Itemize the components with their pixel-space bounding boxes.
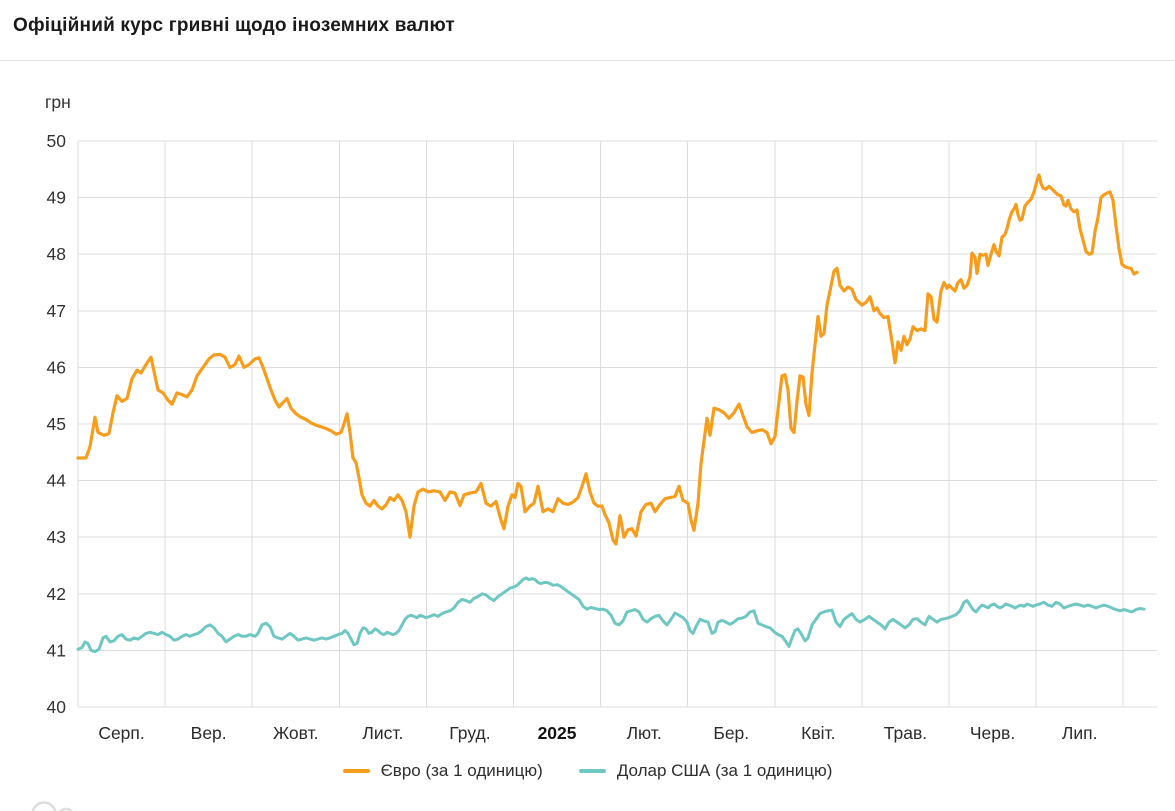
watermark-logo	[31, 801, 74, 811]
title-separator	[0, 60, 1175, 61]
svg-text:45: 45	[47, 414, 66, 434]
svg-text:47: 47	[47, 301, 66, 321]
eur-legend-label: Євро (за 1 одиницю)	[380, 761, 543, 780]
usd-legend-dash	[578, 769, 606, 773]
x-tick-10: Черв.	[970, 723, 1015, 743]
chart-legend: Євро (за 1 одиницю) Долар США (за 1 один…	[0, 761, 1175, 781]
usd-series-line[interactable]	[76, 576, 1146, 653]
x-tick-6: Лют.	[627, 723, 662, 743]
x-tick-9: Трав.	[884, 723, 927, 743]
legend-item-usd[interactable]: Долар США (за 1 одиницю)	[578, 761, 833, 781]
usd-legend-label: Долар США (за 1 одиницю)	[616, 761, 833, 780]
y-axis-unit-label: грн	[45, 92, 71, 112]
svg-text:43: 43	[47, 527, 66, 547]
x-tick-0: Серп.	[98, 723, 144, 743]
svg-text:40: 40	[47, 697, 67, 717]
legend-item-eur[interactable]: Євро (за 1 одиницю)	[342, 761, 543, 781]
x-tick-8: Квіт.	[801, 723, 835, 743]
x-tick-1: Вер.	[191, 723, 227, 743]
svg-text:42: 42	[47, 584, 66, 604]
svg-text:44: 44	[47, 471, 67, 491]
svg-text:46: 46	[47, 357, 66, 377]
chart-grid	[77, 140, 1157, 708]
x-tick-7: Бер.	[713, 723, 749, 743]
x-axis-labels: Серп. Вер. Жовт. Лист. Груд. 2025 Лют. Бер. Квіт…	[98, 723, 1097, 743]
x-tick-2: Жовт.	[273, 723, 319, 743]
page-title: Офіційний курс гривні щодо іноземних вал…	[13, 15, 455, 36]
x-tick-11: Лип.	[1062, 723, 1098, 743]
eur-legend-dash	[342, 769, 370, 773]
y-axis-labels: 40 41 42 43 44 45 46 47 48 49 50	[47, 131, 67, 717]
svg-text:41: 41	[47, 640, 66, 660]
svg-text:50: 50	[47, 131, 67, 151]
x-tick-3: Лист.	[362, 723, 403, 743]
x-tick-4: Груд.	[449, 723, 490, 743]
svg-text:48: 48	[47, 244, 66, 264]
eur-series-line[interactable]	[76, 173, 1139, 546]
svg-text:49: 49	[47, 188, 66, 208]
x-tick-5: 2025	[538, 723, 577, 743]
